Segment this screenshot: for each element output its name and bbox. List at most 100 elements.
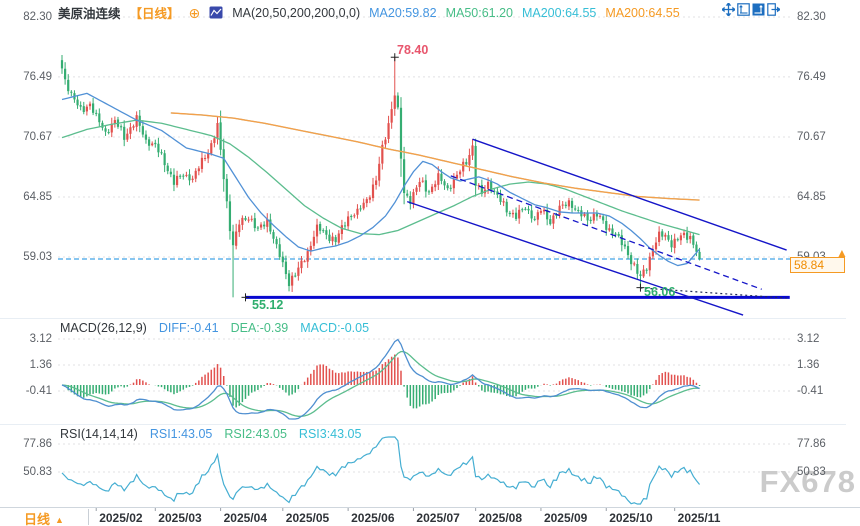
candle-body [524, 208, 527, 210]
candle-body [490, 181, 493, 192]
candle-body [306, 251, 309, 262]
symbol-name: 美原油连续 [58, 7, 121, 21]
trendline-inner-dashed[interactable] [450, 175, 762, 290]
ma-settings-label: MA(20,50,200,200,0,0) [232, 5, 361, 20]
candle-body [119, 126, 123, 128]
candle-body [231, 231, 235, 246]
candle-body [210, 143, 213, 154]
candle-body [67, 79, 70, 92]
candle-body [216, 122, 219, 138]
candle-body [396, 95, 399, 108]
candle-body [686, 232, 689, 240]
macd-panel-layer [61, 338, 701, 420]
candle-body [328, 234, 331, 241]
candle-body [219, 122, 222, 150]
candle-body [546, 209, 549, 220]
candle-body [64, 68, 67, 80]
trendline-channel-lower[interactable] [406, 200, 744, 316]
right-axis-scale-icon[interactable] [752, 3, 765, 16]
candle-body [281, 256, 284, 263]
candle-body [574, 208, 577, 210]
candle-body [185, 174, 188, 176]
candle-body [123, 126, 126, 140]
candle-body [101, 122, 104, 128]
candle-body [437, 173, 440, 185]
candle-body [480, 184, 483, 194]
candle-body [266, 218, 269, 227]
candle-body [555, 214, 558, 216]
candle-body [303, 261, 306, 263]
candle-body [256, 227, 260, 229]
candle-body [623, 244, 627, 247]
candle-body [85, 106, 88, 112]
candle-body [511, 212, 515, 215]
rsi2-value: RSI2:43.05 [224, 427, 287, 441]
period-selector[interactable]: 日线 ▲ [24, 509, 64, 526]
candle-body [151, 143, 154, 146]
trendline-channel-upper[interactable] [472, 138, 787, 251]
candle-body [614, 233, 617, 235]
candle-body [539, 211, 543, 213]
candle-body [452, 179, 455, 189]
candle-body [200, 157, 204, 169]
candle-body [70, 91, 73, 93]
candle-body [228, 201, 232, 232]
chevron-up-icon: ▲ [55, 515, 64, 525]
candle-body [82, 106, 85, 113]
candle-body [636, 264, 639, 274]
add-compare-icon[interactable]: ⊕ [188, 4, 201, 21]
candle-body [160, 152, 163, 154]
candle-body [664, 234, 667, 237]
candle-body [477, 185, 480, 187]
candle-body [458, 171, 462, 175]
candle-body [315, 224, 319, 237]
candle-body [238, 224, 241, 233]
rsi-header: RSI(14,14,14) RSI1:43.05 RSI2:43.05 RSI3… [60, 427, 361, 441]
candle-body [194, 170, 197, 179]
candle-body [695, 244, 698, 252]
candle-body [518, 209, 521, 219]
candle-body [191, 178, 194, 180]
ma200-value-orange: MA200:64.55 [605, 5, 680, 20]
candles-layer [60, 54, 701, 298]
candle-body [359, 208, 362, 210]
candle-body [207, 153, 210, 159]
candle-body [172, 174, 176, 185]
candle-body [175, 175, 179, 186]
candle-body [95, 112, 98, 114]
candle-body [583, 213, 586, 216]
kline-style-icon[interactable] [209, 6, 223, 19]
candle-body [387, 123, 390, 139]
candle-body [353, 215, 356, 217]
candle-body [630, 255, 633, 265]
candle-body [446, 185, 449, 189]
candle-body [247, 219, 250, 221]
candle-body [278, 244, 281, 257]
left-axis-scale-icon[interactable] [737, 3, 750, 16]
panel-separator [0, 318, 846, 319]
candle-body [309, 245, 312, 252]
candle-body [319, 224, 322, 231]
candle-body [552, 215, 555, 224]
candle-body [661, 231, 664, 237]
candle-body [502, 201, 505, 203]
candle-body [166, 165, 169, 172]
ma200-orange-line [170, 112, 700, 201]
ma20-value: MA20:59.82 [369, 5, 437, 20]
time-axis-border [0, 507, 860, 508]
candle-body [673, 238, 676, 248]
candle-body [602, 216, 605, 221]
candle-body [493, 190, 496, 192]
collapse-panel-icon[interactable] [767, 3, 780, 16]
candle-body [291, 275, 294, 286]
pan-tool-icon[interactable] [722, 3, 735, 16]
candle-body [514, 212, 518, 219]
candle-body [406, 193, 409, 196]
candle-body [365, 199, 368, 204]
candle-body [76, 99, 79, 106]
annotation-spike-high: 78.40 [397, 43, 429, 57]
candle-body [253, 218, 256, 229]
candle-body [589, 219, 592, 222]
